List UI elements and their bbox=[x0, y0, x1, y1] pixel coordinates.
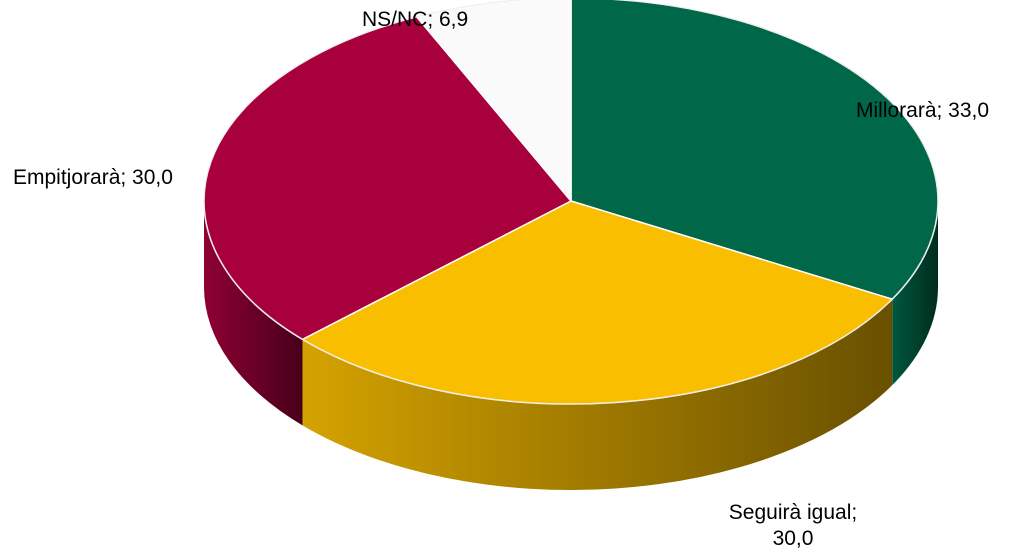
data-label-seguira-igual-line2: 30,0 bbox=[772, 527, 814, 550]
data-label-millorara: Millorarà; 33,0 bbox=[856, 99, 990, 122]
pie-side-millorar- bbox=[892, 201, 938, 386]
data-label-seguira-igual: Seguirà igual; 30,0 bbox=[708, 500, 878, 552]
pie-side-walls bbox=[204, 201, 938, 490]
pie-top-faces bbox=[203, 0, 939, 405]
pie-side-seguir-igual bbox=[302, 299, 893, 490]
data-label-empitjorara: Empitjorarà; 30,0 bbox=[13, 166, 173, 189]
pie-rim bbox=[203, 0, 939, 405]
pie-side-empitjorar- bbox=[204, 201, 303, 426]
pie-slice-millorar- bbox=[570, 0, 939, 300]
data-label-nsnc: NS/NC; 6,9 bbox=[362, 8, 469, 31]
pie-slice-empitjorar- bbox=[203, 16, 572, 341]
pie-slice-ns-nc bbox=[415, 0, 572, 202]
data-label-seguira-igual-line1: Seguirà igual; bbox=[728, 501, 858, 524]
pie-slice-seguir-igual bbox=[301, 200, 893, 405]
